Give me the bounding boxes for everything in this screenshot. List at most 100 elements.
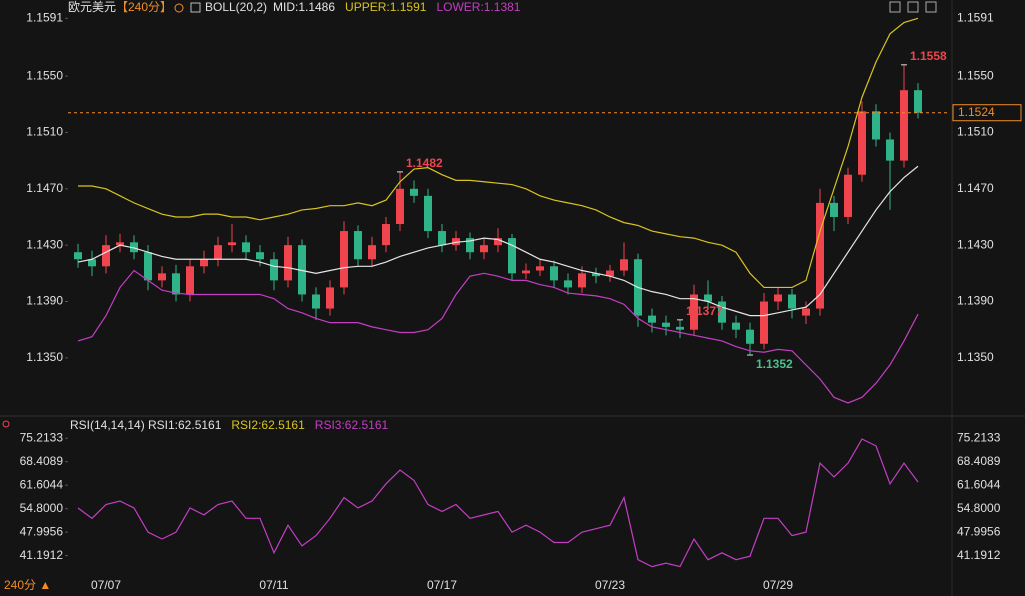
candle-body — [186, 266, 194, 295]
candle-body — [326, 287, 334, 309]
y-tick-label: 1.1430 — [26, 237, 63, 251]
period-selector[interactable]: 240分 ▲ — [4, 578, 51, 592]
y-tick-label-right: 1.1430 — [957, 237, 994, 251]
x-tick-label: 07/11 — [259, 578, 288, 592]
candle-body — [830, 202, 838, 217]
y-tick-label-right: 41.1912 — [957, 548, 1001, 562]
candle-body — [788, 294, 796, 309]
x-tick-label: 07/17 — [427, 578, 457, 592]
legend-entry: RSI1:62.5161 — [148, 418, 222, 432]
candle-body — [130, 242, 138, 253]
candle-body — [102, 245, 110, 267]
y-tick-label-right: 1.1350 — [957, 350, 994, 364]
annotation-label: 1.1352 — [756, 357, 793, 371]
candle-body — [704, 294, 712, 302]
line-series — [77, 269, 919, 404]
candle-body — [438, 231, 446, 246]
candle-body — [900, 90, 908, 161]
candle-body — [242, 242, 250, 253]
y-tick-label: 61.6044 — [20, 477, 64, 491]
candle-body — [424, 195, 432, 232]
y-tick-label: 47.9956 — [20, 524, 64, 538]
annotation-label: 1.1377 — [686, 304, 723, 318]
rsi-title: RSI(14,14,14) — [70, 418, 145, 432]
line-series — [78, 17, 919, 289]
line-series — [77, 165, 919, 317]
candle-body — [760, 301, 768, 344]
legend-entry: RSI2:62.5161 — [231, 418, 305, 432]
y-tick-label-right: 75.2133 — [957, 430, 1001, 444]
candle-body — [816, 202, 824, 309]
legend-entry: LOWER:1.1381 — [436, 0, 520, 14]
y-tick-label: 1.1550 — [26, 68, 63, 82]
candle-body — [564, 280, 572, 288]
candle-body — [466, 238, 474, 253]
y-tick-label: 1.1510 — [26, 125, 63, 139]
candle-body — [312, 294, 320, 309]
y-tick-label-right: 1.1510 — [957, 125, 994, 139]
candle-body — [452, 238, 460, 246]
candle-body — [228, 242, 236, 246]
candle-body — [410, 188, 418, 196]
button[interactable] — [925, 1, 937, 13]
candle-body — [914, 90, 922, 113]
y-tick-label-right: 1.1550 — [957, 68, 994, 82]
candle-body — [606, 270, 614, 277]
candle-body — [732, 322, 740, 330]
y-tick-label: 68.4089 — [20, 454, 64, 468]
annotation-label: 1.1558 — [910, 49, 947, 63]
last-price-label: 1.1524 — [958, 105, 995, 119]
indicator: BOLL(20,2) — [205, 0, 267, 14]
y-tick-label: 41.1912 — [20, 548, 64, 562]
candle-body — [256, 252, 264, 260]
candle-body — [536, 266, 544, 271]
candle-body — [620, 259, 628, 271]
candle-body — [886, 139, 894, 161]
legend-entry: MID:1.1486 — [273, 0, 335, 14]
y-tick-label-right: 1.1591 — [957, 10, 994, 24]
candle-body — [690, 294, 698, 330]
y-tick-label-right: 1.1390 — [957, 294, 994, 308]
button[interactable] — [889, 1, 901, 13]
pane-icon[interactable] — [2, 420, 10, 428]
y-tick-label-right: 47.9956 — [957, 524, 1001, 538]
x-tick-label: 07/23 — [595, 578, 625, 592]
candle-body — [382, 224, 390, 246]
y-tick-label-right: 54.8000 — [957, 501, 1001, 515]
x-tick-label: 07/07 — [91, 578, 121, 592]
candle-body — [270, 259, 278, 281]
y-tick-label: 54.8000 — [20, 501, 64, 515]
candle-body — [116, 242, 124, 246]
y-tick-label: 1.1591 — [26, 10, 63, 24]
button[interactable] — [907, 1, 919, 13]
period: 【240分】 — [116, 0, 172, 14]
candle-body — [578, 273, 586, 288]
x-tick-label: 07/29 — [763, 578, 793, 592]
candle-body — [718, 301, 726, 323]
candle-body — [368, 245, 376, 260]
candle-body — [858, 111, 866, 175]
candle-body — [214, 245, 222, 260]
period-icon[interactable] — [174, 3, 184, 13]
candle-body — [74, 252, 82, 260]
candle-body — [480, 245, 488, 253]
indicator-icon[interactable] — [190, 2, 201, 13]
y-tick-label-right: 1.1470 — [957, 181, 994, 195]
candle-body — [508, 238, 516, 274]
candle-body — [158, 273, 166, 281]
candle-body — [774, 294, 782, 302]
candle-body — [550, 266, 558, 281]
candle-body — [592, 273, 600, 277]
candle-body — [494, 238, 502, 246]
y-tick-label: 1.1350 — [26, 350, 63, 364]
last-price-box — [952, 104, 1022, 122]
candle-body — [872, 111, 880, 140]
annotation-label: 1.1482 — [406, 156, 443, 170]
line-series — [77, 438, 919, 568]
candle-body — [298, 245, 306, 295]
legend-entry: UPPER:1.1591 — [345, 0, 427, 14]
y-tick-label: 75.2133 — [20, 430, 64, 444]
candle-body — [676, 326, 684, 330]
candle-body — [88, 259, 96, 267]
